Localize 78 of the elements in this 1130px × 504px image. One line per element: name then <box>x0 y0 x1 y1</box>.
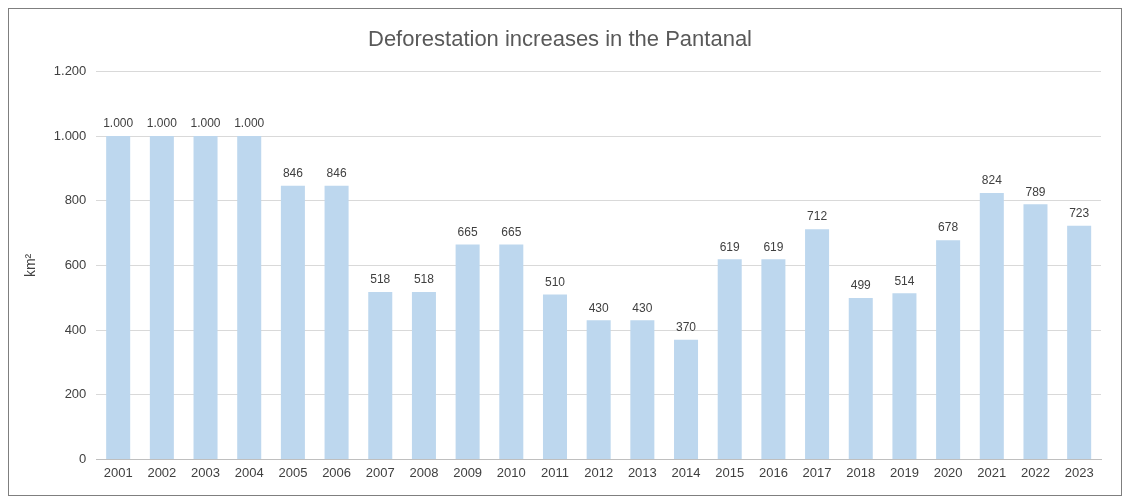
data-label: 619 <box>763 239 784 254</box>
bar <box>324 185 349 459</box>
data-label: 518 <box>413 272 435 287</box>
bar <box>411 291 436 459</box>
data-label: 665 <box>457 224 478 239</box>
data-label: 846 <box>326 166 347 181</box>
data-label: 514 <box>894 273 915 288</box>
data-label: 824 <box>981 173 1003 188</box>
data-label: 619 <box>719 239 741 254</box>
data-label: 789 <box>1025 184 1046 199</box>
data-label: 712 <box>807 209 828 224</box>
x-tick-label: 2016 <box>758 464 788 480</box>
y-tick-label: 1.200 <box>53 62 87 78</box>
y-axis-title: km² <box>22 253 39 278</box>
y-tick-label: 200 <box>64 386 87 402</box>
x-tick-label: 2008 <box>409 464 439 480</box>
data-label: 1.000 <box>190 116 221 131</box>
bar <box>674 339 699 459</box>
y-tick-label: 400 <box>64 321 87 337</box>
bar <box>193 136 218 459</box>
x-tick-label: 2013 <box>627 464 657 480</box>
bar <box>280 185 305 459</box>
data-label: 1.000 <box>146 116 178 131</box>
y-tick-label: 800 <box>64 192 87 208</box>
x-tick-label: 2010 <box>496 464 526 480</box>
x-tick-label: 2003 <box>191 464 220 480</box>
bar <box>586 320 611 459</box>
bar <box>717 259 742 459</box>
data-label: 370 <box>676 320 697 335</box>
x-tick-label: 2015 <box>715 464 745 480</box>
data-label: 846 <box>282 166 304 181</box>
data-label: 678 <box>938 220 959 235</box>
bar <box>936 240 961 459</box>
bar <box>499 244 524 459</box>
data-label: 430 <box>588 300 609 315</box>
data-label: 665 <box>501 224 522 239</box>
y-tick-label: 600 <box>64 256 87 272</box>
x-tick-label: 2021 <box>977 464 1007 480</box>
chart-title: Deforestation increases in the Pantanal <box>367 26 753 52</box>
y-tick-label: 1.000 <box>53 127 87 143</box>
data-label: 510 <box>544 274 566 289</box>
bar <box>848 298 873 459</box>
bar <box>106 136 131 459</box>
bar <box>542 294 567 459</box>
x-tick-label: 2007 <box>365 464 395 480</box>
data-label: 499 <box>850 278 872 293</box>
data-label: 518 <box>370 272 391 287</box>
x-tick-label: 2001 <box>103 464 133 480</box>
x-tick-label: 2014 <box>671 464 701 480</box>
bar <box>1067 225 1092 459</box>
bar <box>979 192 1004 459</box>
x-tick-label: 2022 <box>1021 464 1050 480</box>
x-tick-label: 2018 <box>846 464 876 480</box>
x-tick-label: 2020 <box>933 464 963 480</box>
bar <box>1023 204 1048 459</box>
bar <box>805 229 830 459</box>
data-label: 723 <box>1069 205 1090 220</box>
x-tick-label: 2023 <box>1064 464 1094 480</box>
x-tick-label: 2006 <box>322 464 352 480</box>
bar <box>368 291 393 459</box>
y-tick-label: 0 <box>79 450 87 466</box>
data-label: 1.000 <box>234 116 265 131</box>
x-tick-label: 2017 <box>802 464 832 480</box>
x-tick-label: 2011 <box>541 464 569 480</box>
data-label: 1.000 <box>103 116 134 131</box>
bar <box>892 293 917 459</box>
bar <box>761 259 786 459</box>
x-tick-label: 2009 <box>453 464 483 480</box>
x-tick-label: 2005 <box>278 464 308 480</box>
x-tick-label: 2002 <box>147 464 177 480</box>
x-tick-label: 2012 <box>584 464 614 480</box>
bar <box>237 136 262 459</box>
bar <box>455 244 480 459</box>
x-tick-label: 2004 <box>234 464 264 480</box>
bar <box>630 320 655 459</box>
x-tick-label: 2019 <box>889 464 919 480</box>
data-label: 430 <box>632 300 653 315</box>
bar <box>149 136 174 459</box>
